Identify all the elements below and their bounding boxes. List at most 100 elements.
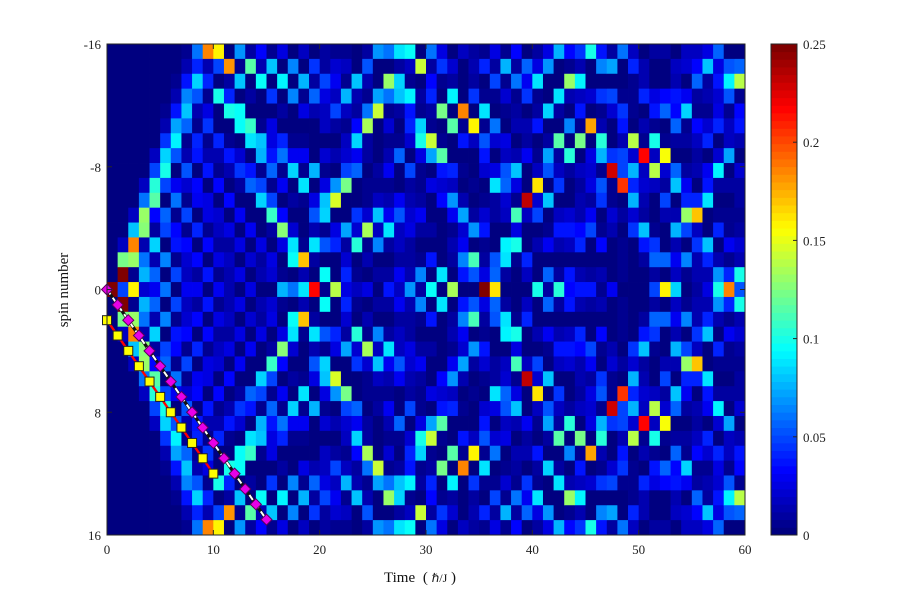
heatmap-cell: [457, 356, 469, 372]
heatmap-cell: [277, 415, 289, 432]
heatmap-cell: [585, 267, 597, 283]
heatmap-cell: [394, 103, 406, 119]
heatmap-cell: [638, 505, 650, 521]
heatmap-cell: [606, 341, 618, 357]
heatmap-cell: [479, 207, 491, 223]
heatmap-cell: [372, 386, 384, 402]
heatmap-cell: [245, 520, 257, 536]
heatmap-cell: [713, 445, 725, 462]
heatmap-cell: [192, 326, 204, 342]
heatmap-cell: [160, 148, 172, 164]
colorbar-segment: [771, 450, 797, 459]
heatmap-cell: [117, 460, 129, 476]
heatmap-cell: [340, 371, 352, 387]
heatmap-cell: [138, 177, 150, 194]
heatmap-cell: [617, 103, 629, 119]
heatmap-cell: [117, 237, 129, 253]
heatmap-cell: [521, 401, 533, 417]
heatmap-cell: [489, 252, 501, 268]
heatmap-cell: [670, 415, 682, 432]
x-tick-label: 50: [632, 542, 645, 557]
heatmap-cell: [351, 103, 363, 119]
heatmap-cell: [362, 415, 374, 432]
heatmap-cell: [500, 267, 512, 283]
heatmap-cell: [574, 415, 586, 432]
heatmap-cell: [489, 133, 501, 149]
heatmap-cell: [479, 445, 491, 462]
heatmap-cell: [170, 371, 182, 387]
heatmap-cell: [192, 475, 204, 491]
heatmap-cell: [511, 445, 523, 462]
heatmap-cell: [181, 311, 193, 328]
heatmap-cell: [691, 445, 703, 462]
heatmap-cell: [117, 163, 129, 179]
colorbar-segment: [771, 189, 797, 198]
heatmap-cell: [468, 237, 480, 253]
heatmap-cell: [309, 341, 321, 357]
heatmap-cell: [351, 341, 363, 357]
heatmap-cell: [511, 430, 523, 447]
heatmap-cell: [245, 282, 257, 298]
heatmap-cell: [160, 445, 172, 462]
colorbar-segment: [771, 182, 797, 191]
heatmap-cell: [489, 386, 501, 402]
heatmap-cell: [309, 118, 321, 134]
heatmap-cell: [447, 177, 459, 194]
heatmap-cell: [223, 222, 235, 238]
heatmap-cell: [415, 148, 427, 164]
heatmap-cell: [298, 148, 310, 164]
heatmap-cell: [617, 475, 629, 491]
heatmap-cell: [138, 133, 150, 149]
heatmap-cell: [553, 148, 565, 164]
heatmap-cell: [426, 237, 438, 253]
heatmap-cell: [213, 44, 225, 60]
heatmap-cell: [383, 44, 395, 60]
heatmap-cell: [128, 163, 140, 179]
heatmap-cell: [542, 192, 554, 209]
y-tick-label: -8: [90, 160, 101, 175]
heatmap-cell: [511, 460, 523, 476]
heatmap-cell: [436, 207, 448, 223]
heatmap-cell: [170, 490, 182, 506]
heatmap-cell: [192, 163, 204, 179]
heatmap-cell: [287, 475, 299, 491]
heatmap-cell: [649, 88, 661, 104]
heatmap-cell: [457, 163, 469, 179]
heatmap-cell: [734, 133, 746, 149]
heatmap-cell: [511, 133, 523, 149]
heatmap-cell: [638, 371, 650, 387]
heatmap-cell: [511, 163, 523, 179]
heatmap-cell: [298, 326, 310, 342]
heatmap-cell: [723, 282, 735, 298]
heatmap-cell: [681, 460, 693, 476]
heatmap-cell: [532, 192, 544, 209]
heatmap-cell: [149, 430, 161, 447]
heatmap-cell: [426, 371, 438, 387]
colorbar-segment: [771, 511, 797, 521]
heatmap-cell: [202, 296, 214, 313]
heatmap-cell: [107, 415, 119, 432]
heatmap-cell: [521, 73, 533, 90]
heatmap-cell: [277, 103, 289, 119]
heatmap-cell: [457, 282, 469, 298]
heatmap-cell: [202, 73, 214, 90]
heatmap-cell: [447, 490, 459, 506]
heatmap-plot[interactable]: [107, 44, 746, 536]
heatmap-cell: [659, 118, 671, 134]
heatmap-cell: [245, 237, 257, 253]
y-tick-label: -16: [84, 37, 102, 52]
colorbar-segment: [771, 427, 797, 436]
heatmap-cell: [606, 88, 618, 104]
heatmap-cell: [202, 386, 214, 402]
heatmap-cell: [138, 341, 150, 357]
heatmap-cell: [192, 222, 204, 238]
heatmap-cell: [617, 267, 629, 283]
heatmap-cell: [149, 148, 161, 164]
heatmap-cell: [436, 401, 448, 417]
heatmap-cell: [223, 311, 235, 328]
heatmap-cell: [606, 490, 618, 506]
heatmap-cell: [670, 103, 682, 119]
heatmap-cell: [340, 505, 352, 521]
heatmap-cell: [149, 460, 161, 476]
heatmap-cell: [596, 222, 608, 238]
